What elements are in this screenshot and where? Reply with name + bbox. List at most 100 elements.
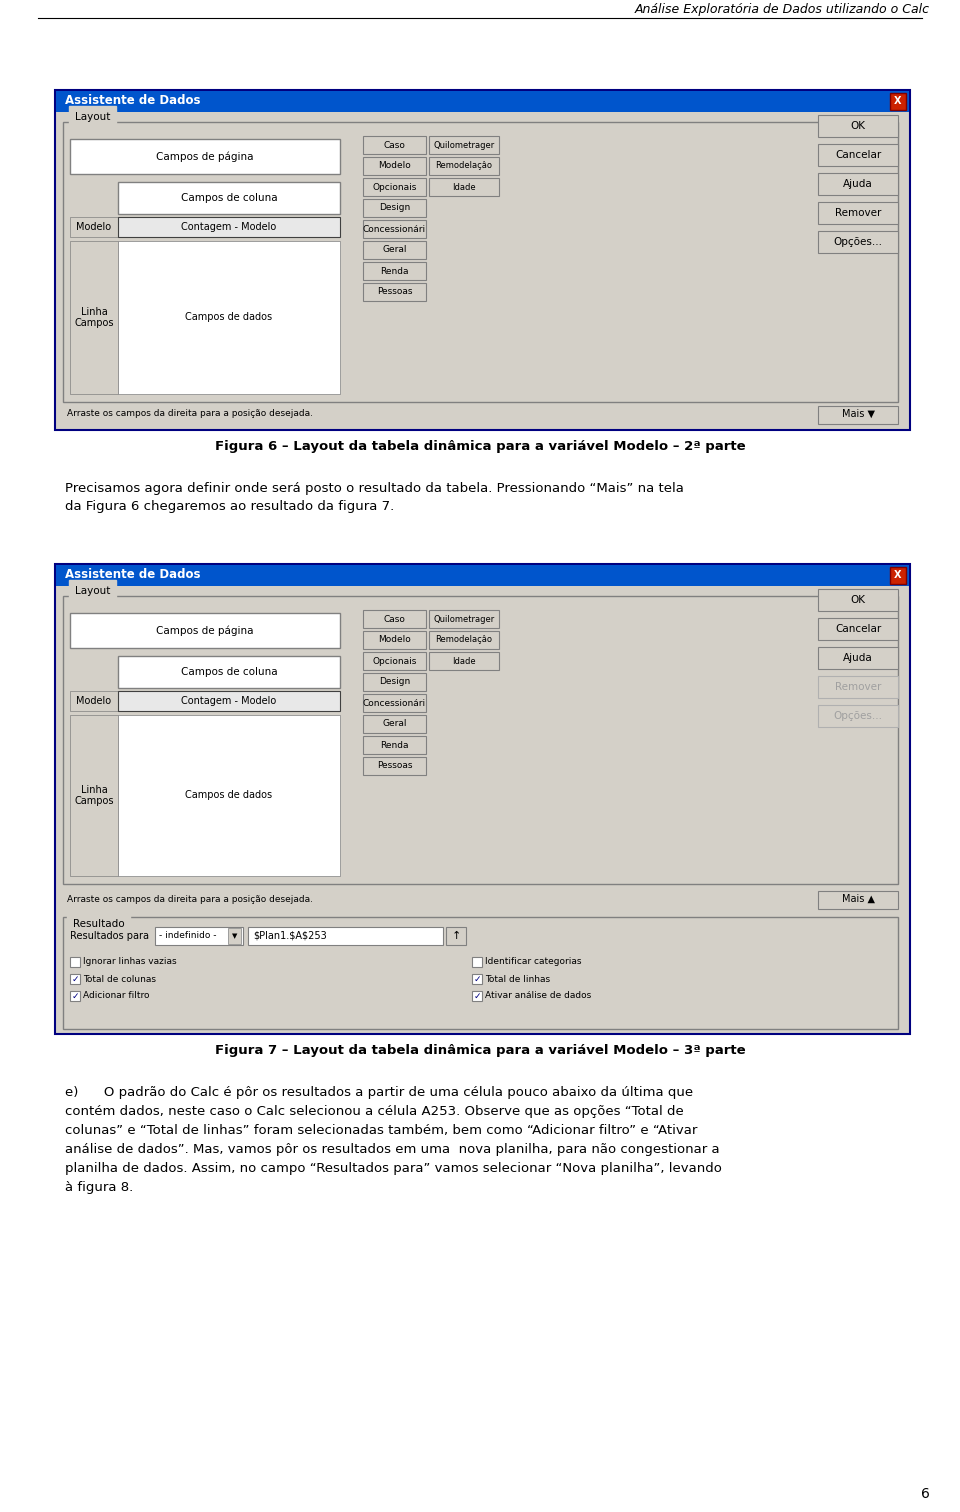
FancyBboxPatch shape: [70, 957, 80, 968]
FancyBboxPatch shape: [363, 652, 426, 670]
Text: da Figura 6 chegaremos ao resultado da figura 7.: da Figura 6 chegaremos ao resultado da f…: [65, 500, 395, 513]
FancyBboxPatch shape: [818, 231, 898, 253]
Text: Precisamos agora definir onde será posto o resultado da tabela. Pressionando “Ma: Precisamos agora definir onde será posto…: [65, 482, 684, 494]
FancyBboxPatch shape: [363, 715, 426, 733]
Text: Concessionári: Concessionári: [363, 224, 426, 233]
FancyBboxPatch shape: [363, 200, 426, 218]
FancyBboxPatch shape: [818, 590, 898, 611]
Text: Quilometrager: Quilometrager: [433, 141, 494, 150]
Text: Geral: Geral: [382, 245, 407, 254]
Text: Remover: Remover: [835, 209, 881, 218]
Text: Modelo: Modelo: [378, 635, 411, 644]
Text: Modelo: Modelo: [77, 696, 111, 706]
FancyBboxPatch shape: [429, 631, 499, 649]
FancyBboxPatch shape: [429, 609, 499, 627]
Text: Campos de coluna: Campos de coluna: [180, 194, 277, 203]
Text: Ativar análise de dados: Ativar análise de dados: [485, 992, 591, 1001]
Text: X: X: [895, 95, 901, 106]
Text: Identificar categorias: Identificar categorias: [485, 957, 582, 966]
Text: Assistente de Dados: Assistente de Dados: [65, 94, 201, 107]
Text: Campos de página: Campos de página: [156, 626, 253, 635]
Text: Mais ▼: Mais ▼: [842, 410, 875, 419]
FancyBboxPatch shape: [363, 157, 426, 175]
Text: Modelo: Modelo: [378, 162, 411, 171]
FancyBboxPatch shape: [363, 283, 426, 301]
Text: 6: 6: [922, 1486, 930, 1501]
FancyBboxPatch shape: [363, 673, 426, 691]
Text: Cancelar: Cancelar: [835, 150, 881, 160]
FancyBboxPatch shape: [472, 974, 482, 984]
Text: Campos de página: Campos de página: [156, 151, 253, 162]
FancyBboxPatch shape: [56, 91, 909, 112]
Text: Total de colunas: Total de colunas: [83, 975, 156, 983]
Text: OK: OK: [851, 596, 866, 605]
Text: X: X: [895, 570, 901, 581]
Text: Remodelaçâo: Remodelaçâo: [436, 635, 492, 644]
FancyBboxPatch shape: [363, 262, 426, 280]
Text: Ignorar linhas vazias: Ignorar linhas vazias: [83, 957, 177, 966]
FancyBboxPatch shape: [63, 596, 898, 885]
Text: Caso: Caso: [384, 141, 405, 150]
FancyBboxPatch shape: [63, 122, 898, 402]
FancyBboxPatch shape: [118, 181, 340, 215]
Text: Resultados para: Resultados para: [70, 931, 149, 940]
Text: Contagem - Modelo: Contagem - Modelo: [181, 222, 276, 231]
FancyBboxPatch shape: [818, 647, 898, 668]
FancyBboxPatch shape: [118, 691, 340, 711]
FancyBboxPatch shape: [818, 705, 898, 727]
FancyBboxPatch shape: [818, 407, 898, 423]
Text: Concessionári: Concessionári: [363, 699, 426, 708]
Text: Campos de coluna: Campos de coluna: [180, 667, 277, 677]
Text: OK: OK: [851, 121, 866, 132]
Text: Opções...: Opções...: [833, 237, 882, 246]
Text: Quilometrager: Quilometrager: [433, 614, 494, 623]
FancyBboxPatch shape: [890, 94, 906, 110]
Text: Modelo: Modelo: [77, 222, 111, 231]
Text: análise de dados”. Mas, vamos pôr os resultados em uma  nova planilha, para não : análise de dados”. Mas, vamos pôr os res…: [65, 1143, 720, 1157]
Text: Campos de dados: Campos de dados: [185, 313, 273, 322]
Text: Caso: Caso: [384, 614, 405, 623]
Text: - indefinido -: - indefinido -: [159, 931, 217, 940]
Text: Figura 7 – Layout da tabela dinâmica para a variável Modelo – 3ª parte: Figura 7 – Layout da tabela dinâmica par…: [215, 1043, 745, 1057]
FancyBboxPatch shape: [818, 676, 898, 699]
FancyBboxPatch shape: [363, 758, 426, 776]
FancyBboxPatch shape: [446, 927, 466, 945]
Text: $Plan1.$A$253: $Plan1.$A$253: [253, 931, 326, 940]
Text: ▼: ▼: [232, 933, 238, 939]
FancyBboxPatch shape: [55, 564, 910, 1034]
FancyBboxPatch shape: [70, 715, 118, 875]
Text: Mais ▲: Mais ▲: [842, 894, 875, 904]
FancyBboxPatch shape: [63, 916, 898, 1030]
FancyBboxPatch shape: [70, 990, 80, 1001]
Text: Arraste os campos da direita para a posição desejada.: Arraste os campos da direita para a posi…: [67, 895, 313, 904]
FancyBboxPatch shape: [118, 240, 340, 395]
FancyBboxPatch shape: [55, 91, 910, 429]
FancyBboxPatch shape: [472, 990, 482, 1001]
FancyBboxPatch shape: [363, 609, 426, 627]
FancyBboxPatch shape: [363, 736, 426, 754]
FancyBboxPatch shape: [118, 656, 340, 688]
Text: Layout: Layout: [75, 587, 110, 596]
FancyBboxPatch shape: [363, 136, 426, 154]
FancyBboxPatch shape: [363, 631, 426, 649]
Text: Ajuda: Ajuda: [843, 178, 873, 189]
FancyBboxPatch shape: [70, 139, 340, 174]
Text: Renda: Renda: [380, 741, 409, 750]
Text: Resultado: Resultado: [73, 919, 125, 928]
Text: planilha de dados. Assim, no campo “Resultados para” vamos selecionar “Nova plan: planilha de dados. Assim, no campo “Resu…: [65, 1163, 722, 1175]
Text: Total de linhas: Total de linhas: [485, 975, 550, 983]
Text: ✓: ✓: [71, 992, 79, 1001]
Text: Idade: Idade: [452, 656, 476, 665]
FancyBboxPatch shape: [363, 178, 426, 197]
Text: Geral: Geral: [382, 720, 407, 729]
FancyBboxPatch shape: [818, 115, 898, 138]
FancyBboxPatch shape: [248, 927, 443, 945]
FancyBboxPatch shape: [429, 136, 499, 154]
Text: Assistente de Dados: Assistente de Dados: [65, 569, 201, 582]
FancyBboxPatch shape: [70, 240, 118, 395]
FancyBboxPatch shape: [818, 172, 898, 195]
Text: ↑: ↑: [451, 931, 461, 940]
Text: Opcionais: Opcionais: [372, 183, 417, 192]
FancyBboxPatch shape: [818, 618, 898, 640]
Text: ✓: ✓: [473, 992, 481, 1001]
